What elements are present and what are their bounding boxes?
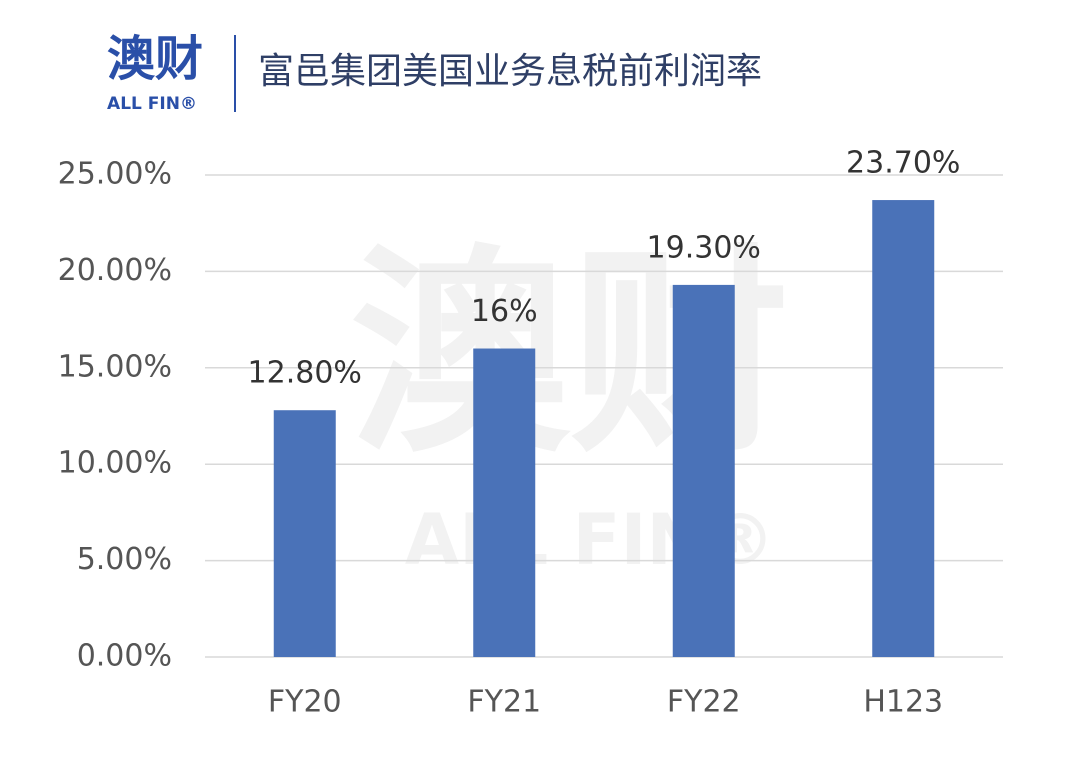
value-label: 12.80% — [248, 356, 362, 391]
y-tick-label: 15.00% — [58, 349, 172, 384]
x-tick-label: FY20 — [268, 685, 342, 720]
x-tick-label: FY21 — [467, 685, 541, 720]
y-tick-label: 5.00% — [77, 542, 172, 577]
y-tick-label: 25.00% — [58, 157, 172, 192]
x-tick-label: H123 — [863, 685, 943, 720]
value-label: 23.70% — [846, 146, 960, 181]
y-tick-label: 20.00% — [58, 253, 172, 288]
bar — [273, 410, 336, 657]
logo-text: 澳财 — [107, 31, 203, 87]
value-label: 16% — [471, 294, 538, 329]
y-tick-label: 0.00% — [77, 639, 172, 674]
bar — [672, 284, 735, 657]
bar — [473, 348, 536, 657]
logo-subtext: ALL FIN® — [107, 94, 197, 114]
x-tick-label: FY22 — [667, 685, 741, 720]
value-label: 19.30% — [647, 230, 761, 265]
bar — [872, 200, 935, 657]
y-tick-label: 10.00% — [58, 446, 172, 481]
chart-title: 富邑集团美国业务息税前利润率 — [258, 51, 762, 92]
